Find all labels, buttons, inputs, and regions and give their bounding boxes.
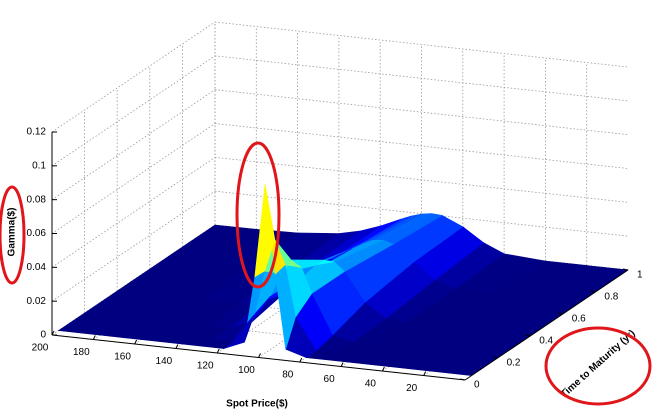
highlight-ellipse xyxy=(544,326,652,406)
z-tick-label: 0.06 xyxy=(27,228,47,239)
grid-line xyxy=(214,190,629,237)
y-tick-label: 0.4 xyxy=(539,336,553,347)
axis-line xyxy=(464,269,629,381)
z-tick-label: 0 xyxy=(40,330,46,341)
surface-patch xyxy=(57,323,111,336)
z-tick-label: 0.08 xyxy=(27,194,47,205)
grid-line xyxy=(51,123,216,234)
x-tick-label: 140 xyxy=(156,356,173,367)
x-tick-label: 180 xyxy=(73,347,90,358)
tick-mark xyxy=(459,378,466,381)
highlight-ellipse xyxy=(0,185,26,285)
grid-line xyxy=(214,89,629,136)
y-tick-label: 0.6 xyxy=(572,314,586,325)
tick-mark xyxy=(216,348,220,354)
x-tick-label: 100 xyxy=(238,365,255,376)
tick-mark xyxy=(557,312,563,315)
tick-mark xyxy=(622,268,629,271)
grid-line xyxy=(51,157,216,268)
z-tick-label: 0.04 xyxy=(27,262,47,273)
tick-mark xyxy=(51,330,55,336)
x-axis-label: Spot Price($) xyxy=(226,399,288,410)
z-tick-label: 0.02 xyxy=(27,296,47,307)
surface xyxy=(57,184,629,376)
tick-mark xyxy=(423,371,427,376)
grid-line xyxy=(51,190,216,302)
tick-mark xyxy=(92,335,96,340)
y-axis-label: Time to Maturity (yr) xyxy=(559,328,638,400)
tick-mark xyxy=(258,353,261,358)
y-tick-label: 0 xyxy=(474,380,480,391)
x-tick-label: 40 xyxy=(365,379,377,390)
x-tick-label: 80 xyxy=(282,370,294,381)
tick-mark xyxy=(134,339,138,345)
tick-mark xyxy=(381,366,385,372)
highlight-ellipse xyxy=(235,141,281,289)
z-tick-label: 0.1 xyxy=(32,160,46,171)
grid-line xyxy=(51,89,216,200)
z-tick-label: 0.12 xyxy=(27,127,47,138)
z-axis-label: Gamma($) xyxy=(7,208,18,257)
tick-mark xyxy=(525,334,531,337)
x-tick-label: 160 xyxy=(114,352,131,363)
y-tick-label: 0.2 xyxy=(507,358,521,369)
grid-line xyxy=(51,55,216,167)
y-tick-label: 0.8 xyxy=(604,292,618,303)
tick-mark xyxy=(492,356,498,359)
grid-line xyxy=(51,21,216,133)
grid-line xyxy=(214,21,629,68)
x-tick-label: 60 xyxy=(324,374,336,385)
axes: 0 0.02 0.04 0.06 0.08 0.1 0.12 20 40 60 80 100 120 14… xyxy=(27,127,643,395)
tick-mark xyxy=(590,290,596,293)
y-tick-label: 1 xyxy=(637,270,643,281)
tick-mark xyxy=(175,344,179,349)
tick-mark xyxy=(340,362,344,367)
x-tick-label: 200 xyxy=(32,343,49,354)
x-tick-label: 20 xyxy=(406,383,418,394)
x-tick-label: 120 xyxy=(197,361,214,372)
tick-mark xyxy=(299,357,303,363)
